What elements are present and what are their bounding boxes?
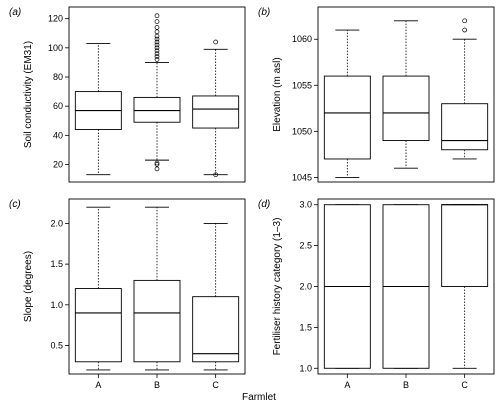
box-A — [323, 204, 371, 369]
outlier-point — [154, 39, 160, 45]
x-tick-label: B — [403, 380, 409, 390]
outlier-point — [154, 25, 160, 30]
panel-c: (c) 0.5 1.0 1.5 2.0 Slope (degrees) A B C — [9, 198, 246, 390]
y-tick-label: 1055 — [292, 80, 312, 90]
y-axis-label: Soil conductivity (EM31) — [23, 41, 34, 148]
box-A — [74, 43, 122, 176]
y-tick-label: 1.0 — [50, 300, 63, 310]
x-tick-label: C — [212, 380, 219, 390]
box-C — [192, 39, 240, 178]
y-tick-label: 0.5 — [50, 341, 63, 351]
y-tick-label: 1.5 — [50, 259, 63, 269]
y-tick-label: 2.0 — [50, 218, 63, 228]
x-tick-label: C — [461, 380, 468, 390]
box-body — [133, 96, 181, 123]
y-tick-label: 100 — [48, 43, 63, 53]
y-tick-label: 120 — [48, 14, 63, 24]
y-tick-label: 2.0 — [299, 282, 312, 292]
box-C — [441, 204, 489, 369]
outlier-point — [154, 57, 160, 62]
outlier-point — [462, 18, 468, 24]
outlier-point — [154, 51, 160, 57]
y-tick-label: 1060 — [292, 34, 312, 44]
y-axis-label: Fertiliser history category (1–3) — [272, 218, 283, 356]
plot-frame — [317, 6, 495, 183]
outlier-point — [462, 27, 468, 33]
box-C — [441, 18, 489, 160]
panel-a: (a) 20 40 60 80 100 120 Soil conductivity (EM31… — [9, 6, 246, 183]
box-A — [323, 29, 371, 178]
panel-b: (b) 1045 1050 1055 1060 Elevation (m asl) — [258, 6, 495, 183]
x-tick-label: A — [95, 380, 101, 390]
panel-label: (d) — [258, 199, 270, 210]
outlier-point — [154, 42, 160, 48]
panel-d: (d) 1.0 1.5 2.0 2.5 3.0 Fertiliser history cat… — [258, 198, 495, 390]
outlier-point — [154, 54, 160, 59]
outlier-point — [154, 13, 160, 19]
y-axis-label: Slope (degrees) — [23, 251, 34, 322]
panel-label: (b) — [258, 7, 270, 18]
outlier-point — [154, 48, 160, 54]
box-body — [192, 95, 240, 129]
outlier-point — [213, 39, 219, 45]
y-tick-label: 60 — [53, 101, 63, 111]
y-tick-label: 1050 — [292, 126, 312, 136]
box-B — [382, 20, 430, 169]
figure-xlabel: Farmlet — [242, 392, 276, 403]
outlier-point — [154, 45, 160, 51]
x-tick-label: B — [154, 380, 160, 390]
panel-label: (a) — [9, 7, 21, 18]
outlier-point — [154, 33, 160, 39]
y-tick-label: 3.0 — [299, 200, 312, 210]
outlier-point — [154, 19, 160, 24]
outlier-point — [154, 36, 160, 42]
box-body — [441, 103, 489, 151]
box-C — [192, 222, 240, 371]
box-B — [133, 206, 181, 371]
box-A — [74, 206, 122, 371]
y-tick-label: 2.5 — [299, 241, 312, 251]
y-tick-label: 1045 — [292, 172, 312, 182]
outlier-point — [154, 162, 160, 167]
y-tick-label: 20 — [53, 160, 63, 170]
plot-frame — [68, 6, 246, 183]
y-tick-label: 40 — [53, 130, 63, 140]
outlier-point — [154, 166, 160, 172]
x-tick-label: A — [344, 380, 350, 390]
box-body — [441, 204, 489, 287]
box-body — [74, 288, 122, 363]
box-body — [192, 296, 240, 363]
box-body — [133, 279, 181, 363]
box-body — [323, 75, 371, 160]
outlier-point — [154, 29, 160, 35]
y-tick-label: 1.5 — [299, 322, 312, 332]
y-axis-label: Elevation (m asl) — [272, 57, 283, 131]
panel-label: (c) — [9, 199, 21, 210]
outlier-point — [154, 160, 160, 166]
y-tick-label: 1.0 — [299, 363, 312, 373]
box-body — [382, 75, 430, 142]
box-B — [133, 13, 181, 172]
outlier-point — [213, 172, 219, 178]
y-tick-label: 80 — [53, 72, 63, 82]
box-B — [382, 204, 430, 369]
